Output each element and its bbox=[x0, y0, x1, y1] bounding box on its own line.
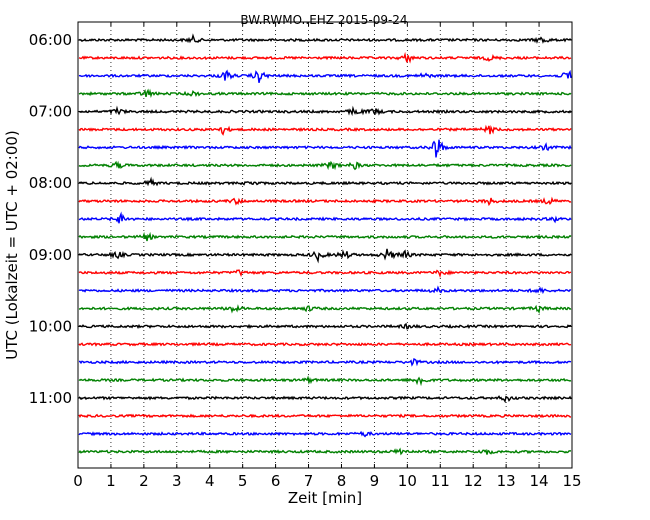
trace-1130 bbox=[78, 430, 572, 438]
trace-lines bbox=[78, 33, 572, 456]
trace-0615 bbox=[78, 51, 572, 64]
x-tick-label: 15 bbox=[562, 472, 581, 490]
trace-0900 bbox=[78, 248, 572, 264]
trace-0830 bbox=[78, 211, 572, 224]
trace-0915 bbox=[78, 269, 572, 279]
trace-1030 bbox=[79, 357, 572, 367]
axis-ticks: 0 1 2 3 4 5 6 7 8 9 10 11 12 13 14 1506:0007:0008:0009:… bbox=[29, 22, 582, 490]
x-tick-label: 2 bbox=[139, 472, 149, 490]
trace-1100 bbox=[78, 395, 572, 404]
x-tick-label: 8 bbox=[337, 472, 347, 490]
y-tick-label: 11:00 bbox=[29, 389, 72, 407]
x-tick-label: 4 bbox=[205, 472, 215, 490]
y-tick-label: 06:00 bbox=[29, 31, 72, 49]
x-tick-label: 10 bbox=[398, 472, 417, 490]
trace-0645 bbox=[78, 88, 572, 99]
x-tick-label: 1 bbox=[106, 472, 116, 490]
x-tick-label: 13 bbox=[497, 472, 516, 490]
x-tick-label: 9 bbox=[370, 472, 380, 490]
x-tick-label: 6 bbox=[271, 472, 281, 490]
vertical-grid bbox=[110, 22, 540, 468]
trace-1045 bbox=[78, 375, 572, 387]
x-tick-label: 0 bbox=[73, 472, 83, 490]
trace-1145 bbox=[78, 447, 572, 456]
y-axis-label: UTC (Lokalzeit = UTC + 02:00) bbox=[3, 130, 21, 360]
x-tick-label: 7 bbox=[304, 472, 314, 490]
trace-0715 bbox=[78, 124, 572, 136]
trace-0700 bbox=[78, 105, 572, 117]
chart-title: BW.RWMO..EHZ 2015-09-24 bbox=[240, 13, 407, 27]
plot-frame bbox=[77, 21, 573, 469]
trace-0845 bbox=[78, 231, 572, 242]
x-axis-label: Zeit [min] bbox=[288, 489, 362, 507]
x-tick-label: 5 bbox=[238, 472, 248, 490]
trace-0945 bbox=[78, 304, 572, 315]
trace-0930 bbox=[78, 285, 572, 295]
trace-0745 bbox=[78, 160, 572, 171]
trace-0600 bbox=[78, 33, 572, 44]
trace-0730 bbox=[78, 139, 572, 158]
trace-0815 bbox=[78, 196, 572, 207]
x-tick-label: 3 bbox=[172, 472, 182, 490]
x-tick-label: 12 bbox=[464, 472, 483, 490]
y-tick-label: 09:00 bbox=[29, 246, 72, 264]
trace-1000 bbox=[78, 322, 572, 330]
y-tick-label: 08:00 bbox=[29, 174, 72, 192]
trace-0630 bbox=[78, 69, 572, 83]
trace-1115 bbox=[78, 413, 571, 419]
x-tick-label: 14 bbox=[530, 472, 549, 490]
trace-1015 bbox=[78, 341, 572, 347]
trace-0800 bbox=[78, 176, 572, 187]
x-tick-label: 11 bbox=[431, 472, 450, 490]
y-tick-label: 10:00 bbox=[29, 317, 72, 335]
y-tick-label: 07:00 bbox=[29, 103, 72, 121]
